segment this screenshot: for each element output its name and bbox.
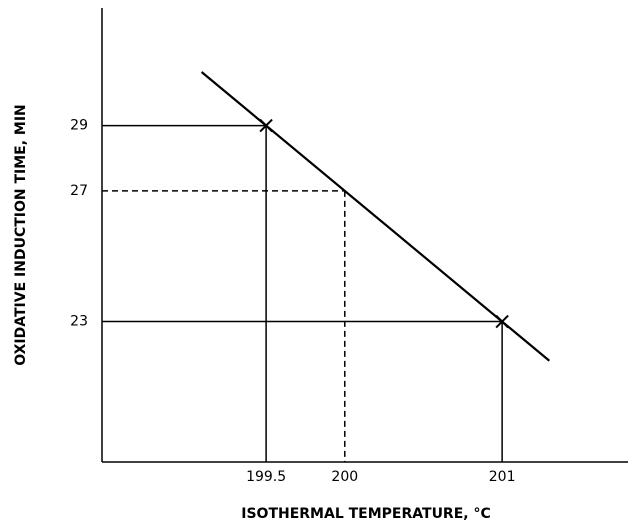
y-axis-label: OXIDATIVE INDUCTION TIME, MIN	[13, 104, 29, 366]
y-tick-label: 27	[70, 183, 88, 199]
marker-stroke	[495, 314, 509, 329]
marker-stroke	[259, 118, 273, 133]
point-marker	[495, 314, 509, 329]
y-tick-label: 29	[70, 118, 88, 134]
x-tick-label: 199.5	[246, 469, 286, 485]
x-tick-label: 201	[489, 469, 516, 485]
x-axis-label: ISOTHERMAL TEMPERATURE, °C	[241, 506, 491, 522]
y-tick-label: 23	[70, 314, 88, 330]
point-marker	[259, 118, 273, 133]
x-tick-label: 200	[331, 469, 358, 485]
